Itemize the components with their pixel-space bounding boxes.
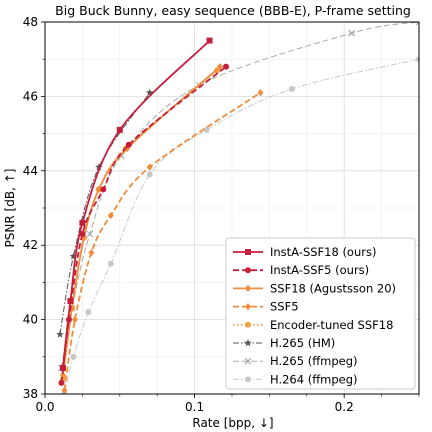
legend-marker xyxy=(244,339,252,347)
data-point xyxy=(288,85,295,92)
data-point xyxy=(146,163,153,171)
legend-marker xyxy=(245,249,251,255)
legend-label: InstA-SSF18 (ours) xyxy=(270,245,376,259)
data-point xyxy=(107,260,114,267)
x-tick-label: 0.1 xyxy=(185,400,204,414)
legend-marker xyxy=(244,357,252,365)
legend-label: SSF5 xyxy=(270,300,299,314)
legend-label: SSF18 (Agustsson 20) xyxy=(270,281,396,295)
data-point xyxy=(70,353,77,360)
x-tick-label: 0.2 xyxy=(335,400,354,414)
data-point xyxy=(79,219,86,226)
legend-marker xyxy=(245,267,251,274)
legend-entry-1: InstA-SSF5 (ours) xyxy=(233,263,369,277)
legend-entry-4: Encoder-tuned SSF18 xyxy=(233,318,393,332)
series-line xyxy=(62,39,211,369)
y-tick-label: 46 xyxy=(23,89,38,103)
series-3 xyxy=(61,89,264,394)
series-layer xyxy=(56,22,419,394)
legend-marker xyxy=(245,321,251,328)
x-tick-label: 0.0 xyxy=(35,400,54,414)
legend-box xyxy=(225,237,416,390)
legend-entry-6: H.265 (ffmpeg) xyxy=(233,354,357,368)
data-point xyxy=(67,298,74,304)
data-point xyxy=(59,371,66,379)
legend-label: H.265 (ffmpeg) xyxy=(270,354,357,368)
legend: InstA-SSF18 (ours) InstA-SSF5 (ours) SSF18… xyxy=(225,237,416,390)
data-point xyxy=(100,186,107,193)
data-point xyxy=(217,63,224,71)
data-point xyxy=(348,29,356,37)
data-point xyxy=(125,141,132,148)
data-point xyxy=(257,89,264,97)
data-point xyxy=(145,88,154,96)
data-point xyxy=(146,171,153,178)
legend-label: H.265 (HM) xyxy=(270,336,335,350)
series-line xyxy=(59,92,151,335)
legend-entry-2: SSF18 (Agustsson 20) xyxy=(233,281,396,295)
legend-entry-5: H.265 (HM) xyxy=(233,336,335,350)
y-tick-label: 38 xyxy=(23,387,38,401)
y-axis-label: PSNR [dB, ↑] xyxy=(3,169,17,248)
chart-title: Big Buck Bunny, easy sequence (BBB-E), P… xyxy=(55,3,411,18)
grid xyxy=(44,21,420,395)
data-point xyxy=(69,252,78,260)
data-point xyxy=(95,163,103,171)
series-5 xyxy=(56,88,154,338)
series-7 xyxy=(61,56,419,394)
data-point xyxy=(416,56,419,63)
legend-label: H.264 (ffmpeg) xyxy=(270,372,357,386)
legend-entry-7: H.264 (ffmpeg) xyxy=(233,372,357,386)
data-point xyxy=(71,316,78,324)
ticks: 0.0 0.1 0.2 38 40 42 44 46 48 xyxy=(23,15,420,414)
legend-marker xyxy=(245,284,251,292)
data-point xyxy=(88,249,95,257)
y-tick-label: 44 xyxy=(23,164,38,178)
data-point xyxy=(95,185,102,193)
y-tick-label: 48 xyxy=(23,15,38,29)
data-point xyxy=(79,231,86,238)
data-point xyxy=(85,309,92,316)
data-point xyxy=(223,63,230,70)
y-tick-label: 40 xyxy=(23,313,38,327)
legend-label: InstA-SSF5 (ours) xyxy=(270,263,369,277)
legend-entry-3: SSF5 xyxy=(233,300,299,314)
x-axis-label: Rate [bpp, ↓] xyxy=(192,416,273,430)
legend-marker xyxy=(245,376,251,383)
data-point xyxy=(116,126,123,133)
data-point xyxy=(203,126,210,133)
legend-entry-0: InstA-SSF18 (ours) xyxy=(233,245,376,259)
data-point xyxy=(107,211,114,220)
data-point xyxy=(58,379,65,386)
data-point xyxy=(206,37,213,44)
data-point xyxy=(86,230,94,238)
legend-label: Encoder-tuned SSF18 xyxy=(270,318,393,332)
legend-marker xyxy=(245,303,251,311)
series-0 xyxy=(59,37,213,371)
data-point xyxy=(59,364,66,371)
data-point xyxy=(56,330,64,338)
data-point xyxy=(415,22,419,26)
y-tick-label: 42 xyxy=(23,238,38,252)
series-line xyxy=(63,91,261,391)
data-point xyxy=(61,386,68,394)
